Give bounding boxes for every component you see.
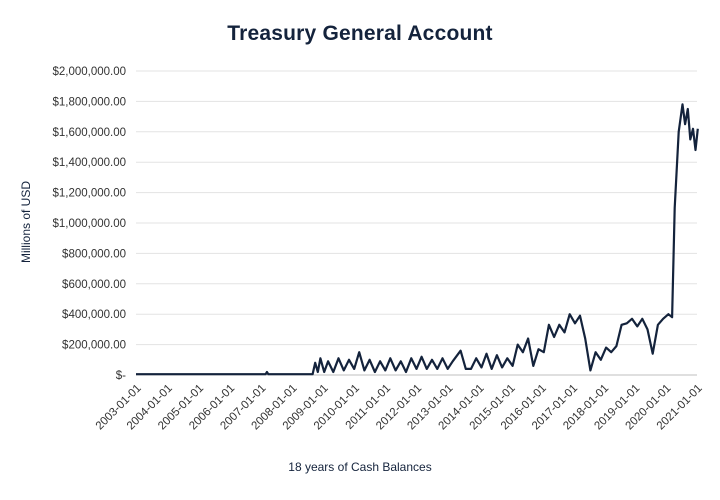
y-tick-label: $800,000.00 [62, 248, 126, 260]
y-tick-label: $2,000,000.00 [52, 66, 126, 78]
y-tick-label: $- [116, 370, 126, 382]
x-axis-label: 18 years of Cash Balances [288, 460, 432, 474]
y-tick-label: $1,600,000.00 [52, 127, 126, 139]
series-line [136, 103, 699, 376]
y-tick-label: $400,000.00 [62, 309, 126, 321]
y-tick-label: $1,000,000.00 [52, 218, 126, 230]
y-tick-label: $1,400,000.00 [52, 157, 126, 169]
y-tick-label: $600,000.00 [62, 279, 126, 291]
y-tick-label: $200,000.00 [62, 340, 126, 352]
y-tick-label: $1,200,000.00 [52, 188, 126, 200]
y-tick-label: $1,800,000.00 [52, 96, 126, 108]
chart-title: Treasury General Account [227, 22, 493, 45]
